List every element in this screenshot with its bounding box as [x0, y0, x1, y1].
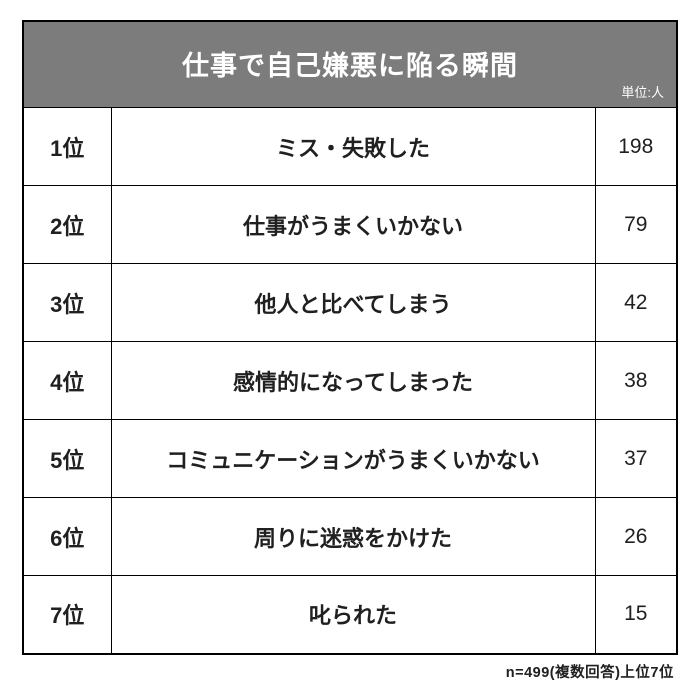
rank-cell: 7位 [23, 576, 111, 654]
ranking-table: 仕事で自己嫌悪に陥る瞬間 単位:人 1位ミス・失敗した1982位仕事がうまくいか… [22, 20, 678, 655]
table-row: 1位ミス・失敗した198 [23, 108, 677, 186]
rank-cell: 2位 [23, 186, 111, 264]
unit-label: 単位:人 [621, 82, 664, 101]
table-row: 5位コミュニケーションがうまくいかない37 [23, 420, 677, 498]
table-header-cell: 仕事で自己嫌悪に陥る瞬間 単位:人 [23, 21, 677, 108]
table-row: 4位感情的になってしまった38 [23, 342, 677, 420]
count-cell: 38 [595, 342, 677, 420]
count-cell: 42 [595, 264, 677, 342]
reason-cell: 叱られた [111, 576, 595, 654]
rank-cell: 6位 [23, 498, 111, 576]
table-title: 仕事で自己嫌悪に陥る瞬間 [182, 51, 518, 81]
table-row: 2位仕事がうまくいかない79 [23, 186, 677, 264]
count-cell: 37 [595, 420, 677, 498]
table-row: 3位他人と比べてしまう42 [23, 264, 677, 342]
count-cell: 79 [595, 186, 677, 264]
rank-cell: 4位 [23, 342, 111, 420]
reason-cell: 他人と比べてしまう [111, 264, 595, 342]
count-cell: 15 [595, 576, 677, 654]
reason-cell: 仕事がうまくいかない [111, 186, 595, 264]
table-header-row: 仕事で自己嫌悪に陥る瞬間 単位:人 [23, 21, 677, 108]
reason-cell: ミス・失敗した [111, 108, 595, 186]
table-row: 6位周りに迷惑をかけた26 [23, 498, 677, 576]
rank-cell: 5位 [23, 420, 111, 498]
rank-cell: 3位 [23, 264, 111, 342]
count-cell: 26 [595, 498, 677, 576]
reason-cell: 感情的になってしまった [111, 342, 595, 420]
table-row: 7位叱られた15 [23, 576, 677, 654]
rank-cell: 1位 [23, 108, 111, 186]
count-cell: 198 [595, 108, 677, 186]
reason-cell: コミュニケーションがうまくいかない [111, 420, 595, 498]
reason-cell: 周りに迷惑をかけた [111, 498, 595, 576]
footnote: n=499(複数回答)上位7位 [22, 655, 678, 682]
